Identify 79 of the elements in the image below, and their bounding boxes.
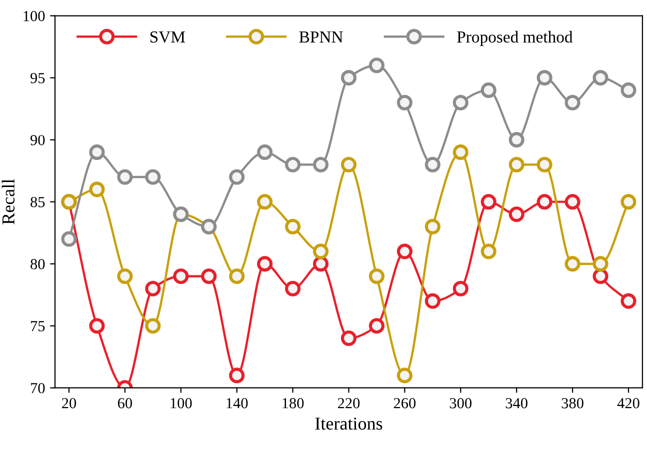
y-tick-label: 80 [30,258,45,270]
point [61,231,77,247]
point [480,82,496,98]
point [536,194,552,210]
point [312,256,329,272]
legend-label: SVM [150,31,185,43]
y-tick-label: 95 [30,72,45,84]
point [480,244,496,260]
point [368,318,384,334]
point [480,194,496,210]
point [257,256,273,272]
y-tick-label: 100 [24,10,45,22]
point [285,280,301,296]
y-tick-label: 90 [30,134,45,146]
point [564,94,580,110]
point [229,169,245,185]
point [592,256,608,272]
point [508,206,524,222]
point [452,280,468,296]
point [508,156,524,172]
x-tick-label: 100 [170,398,192,408]
point [145,169,161,185]
point [89,144,105,160]
point [536,156,552,172]
x-tick-label: 180 [282,398,304,408]
point [173,268,189,284]
point [564,256,580,272]
point [285,156,301,172]
y-tick-label: 70 [31,383,45,394]
point [620,82,636,98]
x-tick-label: 60 [118,398,132,408]
y-axis-title: Recall [2,179,15,224]
point [117,169,133,185]
point [312,244,329,260]
point [145,318,161,334]
point [229,268,245,284]
x-tick-label: 220 [338,398,360,408]
x-tick-label: 300 [450,398,472,408]
point [396,94,412,110]
x-tick-label: 20 [62,398,76,408]
point [89,318,105,334]
point [145,280,161,296]
point [424,218,440,234]
point [564,194,580,210]
x-tick-label: 420 [617,398,640,408]
point [89,182,105,198]
point [536,70,552,86]
point [508,132,524,148]
point [340,70,357,86]
x-axis-title: Iterations [315,418,382,430]
point [229,368,245,384]
point [452,94,468,110]
y-tick-label: 75 [31,321,45,332]
point [340,156,357,172]
point [257,194,273,210]
point [340,330,357,346]
point [424,293,440,309]
x-tick-label: 340 [506,398,528,408]
point [368,58,384,74]
point [592,70,608,86]
point [201,268,217,284]
point [396,244,412,260]
point [620,194,636,210]
legend-label: BPNN [299,32,343,42]
point [257,144,273,160]
point [368,268,384,284]
point [592,268,608,284]
point [424,156,440,172]
y-tick-label: 85 [30,196,45,208]
legend-label: Proposed method [457,30,573,46]
x-tick-label: 140 [226,398,248,408]
point [117,268,133,284]
x-tick-label: 260 [394,398,416,408]
point [396,368,412,384]
point [312,156,329,172]
point [452,144,468,160]
point [285,218,301,234]
point [620,293,636,309]
x-tick-label: 380 [562,398,584,408]
